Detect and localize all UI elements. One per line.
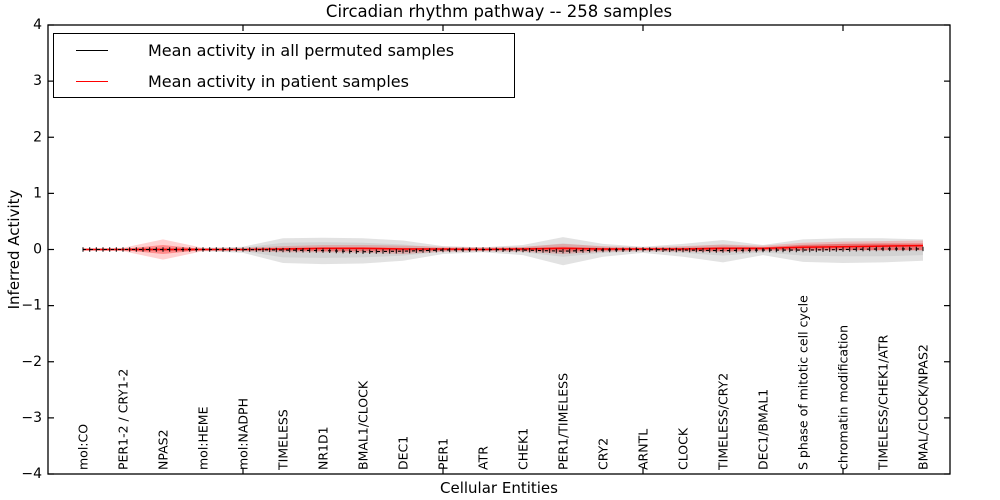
x-category-label: ARNTL (636, 429, 651, 470)
x-category-label: DEC1 (396, 436, 411, 470)
x-category-label: BMAL/CLOCK/NPAS2 (916, 344, 931, 470)
y-tick-label: 0 (33, 242, 42, 258)
x-category-label: S phase of mitotic cell cycle (796, 295, 811, 470)
x-category-label: chromatin modification (836, 325, 851, 470)
x-category-label: BMAL1/CLOCK (356, 380, 371, 470)
y-axis-label: Inferred Activity (5, 189, 23, 309)
y-tick-label: 2 (33, 129, 42, 145)
legend-label-permuted: Mean activity in all permuted samples (148, 40, 455, 60)
x-category-label: DEC1/BMAL1 (756, 389, 771, 470)
y-tick-label: −4 (21, 466, 42, 482)
x-category-label: PER1 (436, 438, 451, 470)
x-category-label: mol:NADPH (236, 398, 251, 470)
y-tick-label: −1 (21, 298, 42, 314)
x-category-label: TIMELESS/CRY2 (716, 373, 731, 471)
patient-line-swatch (76, 80, 108, 82)
x-category-label: TIMELESS/CHEK1/ATR (876, 334, 891, 471)
x-category-label: ATR (476, 446, 491, 470)
legend-item-permuted: Mean activity in all permuted samples (54, 35, 514, 65)
x-category-label: CHEK1 (516, 428, 531, 470)
permuted-mean-markers (82, 246, 924, 254)
x-category-label: CRY2 (596, 438, 611, 470)
x-axis-label: Cellular Entities (440, 479, 558, 497)
chart-title: Circadian rhythm pathway -- 258 samples (326, 2, 672, 21)
y-tick-label: 3 (33, 73, 42, 89)
x-category-label: mol:CO (76, 424, 91, 470)
x-category-label: mol:HEME (196, 406, 211, 470)
x-category-label: CLOCK (676, 427, 691, 470)
y-tick-label: −3 (21, 410, 42, 426)
permuted-line-swatch (76, 49, 108, 51)
legend: Mean activity in all permuted samples Me… (53, 33, 515, 98)
legend-item-patient: Mean activity in patient samples (54, 66, 514, 96)
x-category-label: PER1-2 / CRY1-2 (116, 369, 131, 470)
legend-label-patient: Mean activity in patient samples (148, 71, 409, 91)
y-tick-label: −2 (21, 354, 42, 370)
x-category-label: NR1D1 (316, 426, 331, 470)
y-tick-label: 1 (33, 185, 42, 201)
y-tick-label: 4 (33, 17, 42, 33)
x-category-label: PER1/TIMELESS (556, 373, 571, 470)
x-category-label: TIMELESS (276, 409, 291, 471)
x-category-label: NPAS2 (156, 429, 171, 470)
